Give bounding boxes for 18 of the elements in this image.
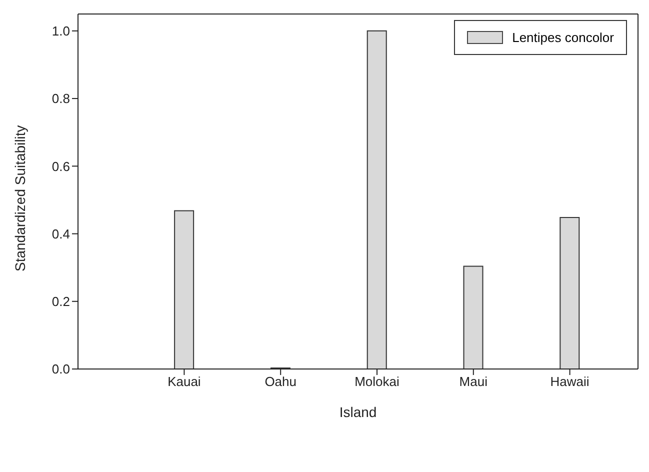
- x-tick-label: Molokai: [354, 374, 400, 390]
- y-tick-label: 0.0: [52, 362, 70, 377]
- bar: [560, 217, 580, 369]
- y-tick-label: 0.8: [52, 91, 70, 106]
- x-axis-title: Island: [339, 404, 377, 420]
- y-tick-label: 0.2: [52, 294, 70, 309]
- x-tick-label: Kauai: [168, 374, 201, 390]
- y-tick-label: 0.6: [52, 158, 70, 174]
- x-tick-label: Maui: [459, 374, 488, 390]
- legend-label: Lentipes concolor: [512, 30, 614, 45]
- bar: [463, 266, 484, 369]
- bar: [174, 210, 194, 369]
- x-tick-label: Oahu: [264, 374, 297, 390]
- y-tick-label: 1.0: [52, 24, 70, 39]
- x-tick-label: Hawaii: [550, 374, 590, 390]
- y-axis-title: Standardized Suitability: [12, 125, 28, 272]
- y-tick-label: 0.4: [52, 226, 70, 242]
- bar: [366, 30, 387, 369]
